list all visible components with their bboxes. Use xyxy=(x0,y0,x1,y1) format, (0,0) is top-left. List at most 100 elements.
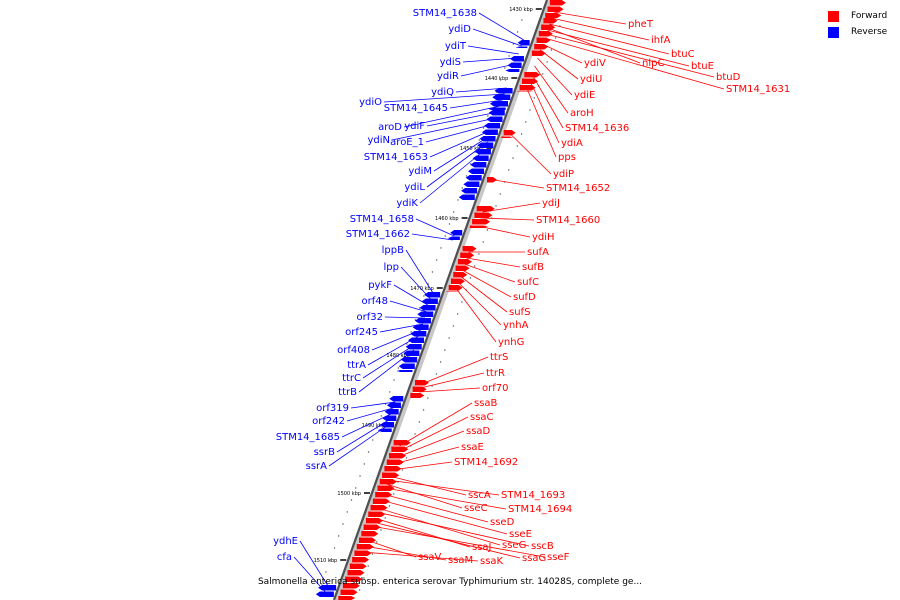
forward-gene-leader xyxy=(540,49,579,80)
forward-gene-label: sufB xyxy=(522,262,544,273)
forward-gene-leader xyxy=(386,483,463,509)
forward-gene-leader xyxy=(420,372,485,389)
forward-gene-leader xyxy=(393,446,460,465)
reverse-gene-leader xyxy=(472,28,522,47)
minor-tick xyxy=(495,205,497,207)
minor-tick xyxy=(440,247,442,249)
gene-block xyxy=(361,531,379,537)
minor-tick xyxy=(525,121,527,123)
reverse-gene-label: aroE_1 xyxy=(390,137,424,148)
gene-block xyxy=(384,466,402,472)
reverse-gene-label: orf408 xyxy=(337,345,370,356)
gene-block xyxy=(391,446,409,452)
minor-tick xyxy=(533,97,536,99)
forward-gene-leader xyxy=(382,493,489,523)
reverse-gene-label: STM14_1638 xyxy=(413,8,477,19)
backbone-shadow xyxy=(333,0,552,600)
minor-tick xyxy=(431,271,434,273)
gene-block xyxy=(382,472,400,478)
reverse-gene-leader xyxy=(449,99,503,109)
forward-gene-label: ydiV xyxy=(584,58,606,69)
reverse-gene-leader xyxy=(362,343,417,379)
gene-block xyxy=(457,259,472,265)
minor-tick xyxy=(474,265,476,267)
minor-tick xyxy=(346,511,348,513)
minor-tick xyxy=(422,409,425,411)
forward-gene-label: ynhA xyxy=(503,320,529,331)
minor-tick xyxy=(325,571,327,573)
forward-gene-label: sufC xyxy=(517,277,539,288)
reverse-gene-label: ttrA xyxy=(347,360,366,371)
forward-gene-label: pheT xyxy=(628,19,654,30)
forward-gene-label: ssaM xyxy=(448,555,473,566)
minor-tick xyxy=(401,355,404,357)
reverse-gene-label: orf242 xyxy=(312,416,345,427)
reverse-gene-leader xyxy=(433,135,490,172)
reverse-gene-label: ssrA xyxy=(306,461,328,472)
forward-gene-label: STM14_1693 xyxy=(501,490,565,501)
gene-block xyxy=(501,136,514,138)
forward-gene-label: sscA xyxy=(468,490,491,501)
gene-block xyxy=(338,596,356,600)
reverse-gene-label: ydiT xyxy=(445,41,467,52)
forward-gene-leader xyxy=(551,17,650,41)
reverse-gene-label: ttrC xyxy=(342,373,361,384)
tick-label: 1450 kbp xyxy=(460,146,484,152)
minor-tick xyxy=(333,547,336,549)
forward-gene-leader xyxy=(376,511,530,547)
tick-label: 1430 kbp xyxy=(509,7,533,13)
gene-block xyxy=(372,498,390,504)
legend-item-reverse: Reverse xyxy=(828,24,888,40)
gene-block xyxy=(470,162,487,168)
minor-tick xyxy=(439,361,442,363)
gene-block xyxy=(401,357,418,363)
forward-gene-leader xyxy=(380,499,508,535)
reverse-gene-label: STM14_1658 xyxy=(350,214,414,225)
minor-tick xyxy=(423,295,425,297)
forward-gene-label: ihfA xyxy=(651,35,671,46)
gene-block xyxy=(476,206,495,212)
minor-tick xyxy=(520,133,523,135)
forward-gene-leader xyxy=(461,269,512,298)
reverse-gene-leader xyxy=(389,300,428,313)
forward-gene-label: STM14_1636 xyxy=(565,123,629,134)
forward-gene-leader xyxy=(395,430,465,459)
reverse-gene-leader xyxy=(367,335,419,366)
forward-gene-leader xyxy=(455,287,497,343)
gene-block xyxy=(468,168,485,174)
forward-gene-leader xyxy=(371,525,546,558)
forward-gene-leader xyxy=(377,507,501,546)
gene-block xyxy=(349,563,367,569)
reverse-gene-label: lppB xyxy=(382,245,404,256)
gene-block xyxy=(494,88,513,94)
gene-block xyxy=(356,544,374,550)
reverse-gene-label: ydiS xyxy=(440,57,461,68)
gene-block xyxy=(515,46,528,48)
forward-gene-label: ssaE xyxy=(461,442,484,453)
minor-tick xyxy=(410,331,412,333)
minor-tick xyxy=(469,277,472,279)
reverse-gene-leader xyxy=(350,401,396,409)
minor-tick xyxy=(542,73,544,75)
forward-gene-leader xyxy=(466,257,521,268)
reverse-gene-label: STM14_1685 xyxy=(276,432,340,443)
reverse-gene-label: orf48 xyxy=(362,296,388,307)
reverse-gene-label: ydiN xyxy=(367,135,390,146)
reverse-gene-leader xyxy=(415,218,455,237)
forward-gene-leader xyxy=(553,11,627,25)
minor-tick xyxy=(482,241,484,243)
gene-block xyxy=(455,265,470,271)
forward-gene-label: STM14_1652 xyxy=(546,183,610,194)
minor-tick xyxy=(389,391,391,393)
minor-tick xyxy=(338,535,340,537)
minor-tick xyxy=(397,367,400,369)
gene-block xyxy=(386,459,404,465)
gene-block xyxy=(519,85,536,91)
gene-block xyxy=(384,409,399,415)
forward-gene-leader xyxy=(529,79,560,144)
forward-gene-label: STM14_1692 xyxy=(454,457,518,468)
reverse-gene-leader xyxy=(478,12,525,41)
forward-gene-leader xyxy=(531,73,564,129)
gene-block xyxy=(547,6,564,12)
legend: Forward Reverse xyxy=(828,8,888,40)
